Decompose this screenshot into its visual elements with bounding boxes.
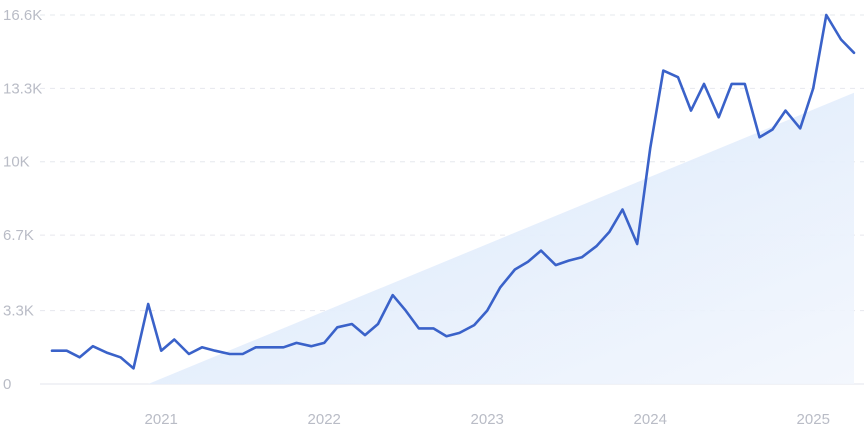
y-tick-label: 3.3K <box>3 303 34 320</box>
x-tick-label: 2022 <box>308 411 341 428</box>
y-tick-label: 13.3K <box>3 80 42 97</box>
series-line-0 <box>50 13 856 370</box>
x-tick-label: 2024 <box>634 411 667 428</box>
y-axis-ticks: 0 3.3K 6.7K 10K 13.3K 16.6K <box>3 7 42 393</box>
y-tick-label: 0 <box>3 376 11 393</box>
x-tick-label: 2021 <box>145 411 178 428</box>
x-axis-ticks: 2021 2022 2023 2024 2025 <box>145 411 830 428</box>
y-tick-label: 6.7K <box>3 227 34 244</box>
trend-wedge <box>148 92 854 384</box>
x-tick-label: 2025 <box>797 411 830 428</box>
y-tick-label: 10K <box>3 154 30 171</box>
series-lines <box>50 13 856 370</box>
trend-area <box>148 92 854 384</box>
x-tick-label: 2023 <box>471 411 504 428</box>
y-tick-label: 16.6K <box>3 7 42 24</box>
